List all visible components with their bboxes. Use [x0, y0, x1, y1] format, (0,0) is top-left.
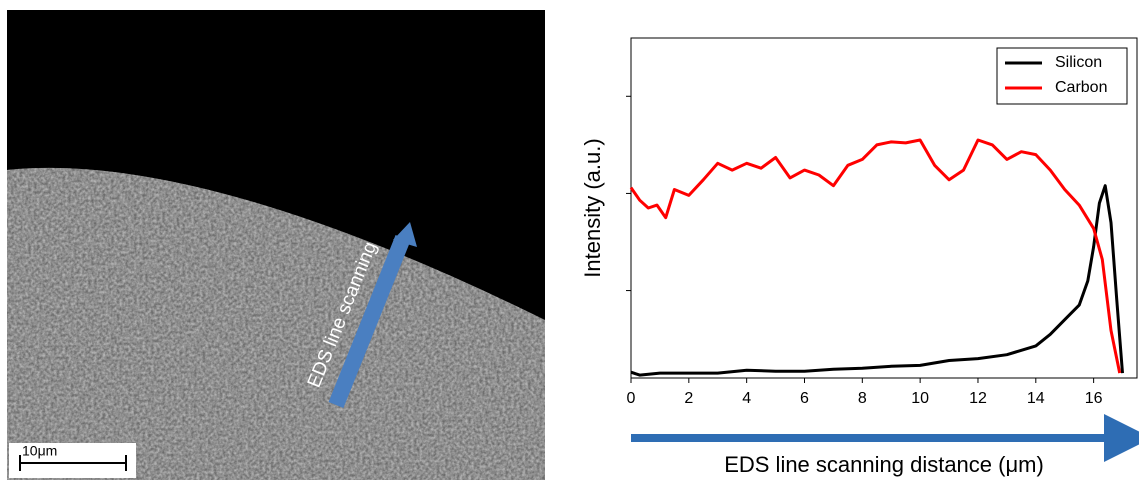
x-tick-label: 0 [627, 390, 636, 407]
x-axis-label: EDS line scanning distance (μm) [724, 452, 1044, 477]
x-tick-label: 16 [1085, 390, 1103, 407]
legend-label: Carbon [1055, 79, 1107, 96]
page: EDS line scanning 10μm Intensity (a.u.) … [0, 0, 1139, 480]
x-tick-label: 14 [1027, 390, 1045, 407]
x-tick-label: 8 [858, 390, 867, 407]
x-tick-label: 4 [742, 390, 751, 407]
sem-image: EDS line scanning 10μm [7, 10, 545, 480]
scale-label: 10μm [22, 443, 57, 459]
y-axis-label: Intensity (a.u.) [580, 138, 605, 277]
series-line [631, 186, 1123, 375]
legend-label: Silicon [1055, 54, 1102, 71]
chart: Intensity (a.u.) EDS line scanning dista… [580, 38, 1137, 477]
x-tick-label: 6 [800, 390, 809, 407]
x-tick-label: 2 [684, 390, 693, 407]
figure: EDS line scanning 10μm Intensity (a.u.) … [0, 0, 1139, 480]
x-tick-label: 10 [911, 390, 929, 407]
x-tick-label: 12 [969, 390, 987, 407]
